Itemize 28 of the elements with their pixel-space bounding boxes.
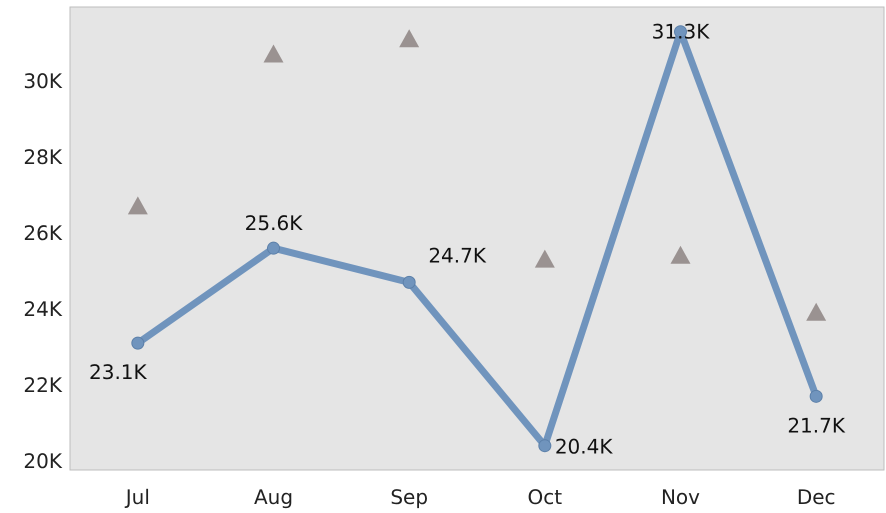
data-label: 21.7K — [787, 413, 846, 438]
point — [264, 44, 284, 62]
y-tick-label: 28K — [23, 145, 63, 170]
x-tick-label: Jul — [124, 485, 150, 509]
y-tick-label: 22K — [23, 372, 63, 397]
x-tick-label: Aug — [254, 485, 294, 509]
point — [128, 196, 148, 214]
y-tick-label: 30K — [23, 69, 63, 94]
y-tick-label: 26K — [23, 220, 63, 245]
y-tick-label: 24K — [23, 296, 63, 321]
data-label: 20.4K — [554, 434, 614, 459]
data-label: 23.1K — [89, 360, 148, 384]
x-tick-label: Oct — [528, 485, 562, 509]
point — [538, 439, 552, 452]
point — [267, 242, 280, 255]
point — [399, 29, 420, 48]
y-tick-label: 20K — [23, 448, 63, 473]
data-label: 25.6K — [244, 211, 304, 236]
x-tick-label: Sep — [390, 485, 428, 509]
point — [670, 246, 690, 264]
point — [402, 276, 416, 289]
x-tick-label: Dec — [796, 485, 836, 509]
point — [806, 302, 826, 321]
x-tick-label: Nov — [660, 485, 700, 509]
point — [534, 250, 555, 268]
point — [810, 390, 823, 403]
point — [131, 336, 144, 350]
data-label: 24.7K — [428, 243, 487, 268]
